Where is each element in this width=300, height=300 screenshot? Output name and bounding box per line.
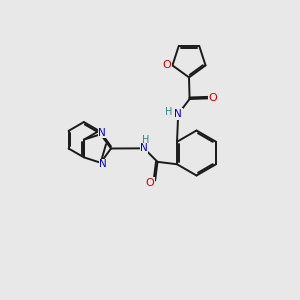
Text: H: H xyxy=(165,106,172,117)
Text: O: O xyxy=(208,93,217,103)
Text: N: N xyxy=(98,128,106,138)
Text: N: N xyxy=(174,109,182,119)
Text: N: N xyxy=(99,159,107,169)
Text: O: O xyxy=(145,178,154,188)
Text: O: O xyxy=(163,60,171,70)
Text: N: N xyxy=(140,143,148,153)
Text: H: H xyxy=(142,135,149,145)
